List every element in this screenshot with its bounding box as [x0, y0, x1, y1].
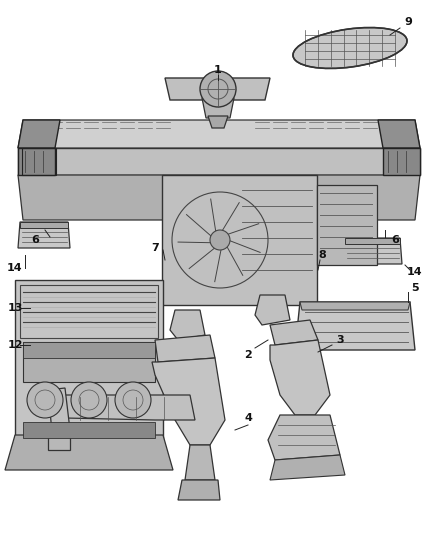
- Polygon shape: [18, 148, 55, 175]
- Text: 6: 6: [391, 235, 399, 245]
- Polygon shape: [300, 302, 410, 310]
- Polygon shape: [15, 280, 163, 455]
- Polygon shape: [268, 415, 340, 460]
- Text: 14: 14: [7, 263, 23, 273]
- Text: 1: 1: [214, 65, 222, 75]
- Polygon shape: [18, 120, 60, 148]
- Polygon shape: [18, 120, 420, 148]
- Polygon shape: [23, 422, 155, 438]
- Polygon shape: [270, 455, 345, 480]
- Polygon shape: [295, 302, 415, 350]
- Polygon shape: [208, 116, 228, 128]
- Polygon shape: [155, 335, 215, 362]
- Polygon shape: [18, 222, 70, 248]
- Polygon shape: [23, 342, 155, 358]
- Ellipse shape: [293, 28, 407, 68]
- Polygon shape: [383, 148, 420, 175]
- Text: 6: 6: [31, 235, 39, 245]
- Polygon shape: [170, 310, 205, 340]
- Circle shape: [71, 382, 107, 418]
- Polygon shape: [152, 358, 225, 445]
- Polygon shape: [343, 238, 402, 264]
- Polygon shape: [270, 320, 318, 345]
- Polygon shape: [48, 388, 70, 432]
- Circle shape: [27, 382, 63, 418]
- Polygon shape: [5, 435, 173, 470]
- Text: 9: 9: [404, 17, 412, 27]
- Polygon shape: [378, 120, 420, 148]
- Circle shape: [115, 382, 151, 418]
- Polygon shape: [48, 430, 70, 450]
- Polygon shape: [23, 342, 155, 382]
- Text: 8: 8: [318, 250, 326, 260]
- Circle shape: [210, 230, 230, 250]
- Text: 12: 12: [7, 340, 23, 350]
- Text: 3: 3: [336, 335, 344, 345]
- Circle shape: [200, 71, 236, 107]
- Polygon shape: [162, 175, 317, 305]
- Polygon shape: [255, 295, 290, 325]
- Text: 4: 4: [244, 413, 252, 423]
- Polygon shape: [178, 480, 220, 500]
- Text: 14: 14: [407, 267, 423, 277]
- Polygon shape: [185, 445, 215, 480]
- Polygon shape: [165, 78, 270, 100]
- Polygon shape: [202, 98, 234, 118]
- Text: 5: 5: [411, 283, 419, 293]
- Polygon shape: [345, 238, 400, 244]
- Polygon shape: [317, 185, 377, 265]
- Polygon shape: [18, 175, 420, 220]
- Polygon shape: [55, 395, 195, 420]
- Text: 2: 2: [244, 350, 252, 360]
- Text: 13: 13: [7, 303, 23, 313]
- Text: 7: 7: [151, 243, 159, 253]
- Polygon shape: [270, 340, 330, 415]
- Polygon shape: [20, 222, 68, 228]
- Polygon shape: [18, 148, 420, 175]
